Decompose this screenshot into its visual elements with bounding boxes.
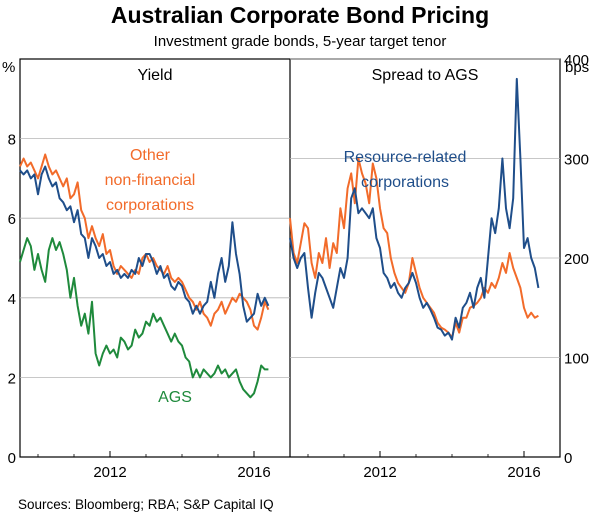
y-tick-label: 2 (8, 370, 16, 387)
series-annotation: corporations (361, 174, 449, 191)
series-line-ags (19, 237, 269, 399)
y-tick-label: 0 (8, 450, 16, 467)
chart-subtitle: Investment grade bonds, 5-year target te… (153, 33, 447, 50)
sources-note: Sources: Bloomberg; RBA; S&P Capital IQ (18, 497, 274, 512)
y-tick-label: 6 (8, 211, 16, 228)
series-annotation: Other (130, 147, 171, 164)
tick-layer: 0 2 4 6 8 2012 2016 0 100 200 300 400 2012 2016 (8, 52, 589, 481)
y-tick-label: 8 (8, 132, 16, 149)
series-line-resource-related-corporations (19, 165, 270, 323)
left-unit-label: % (2, 59, 15, 76)
x-tick-label: 2016 (237, 464, 270, 481)
series-line-other-non-financial-corporations (19, 153, 270, 331)
series-annotation: Resource-related (344, 149, 467, 166)
series-line-resource-related-corporations (289, 77, 540, 341)
y-tick-label: 300 (564, 152, 589, 169)
x-tick-label: 2016 (507, 464, 540, 481)
y-tick-label: 0 (564, 450, 572, 467)
grid-layer (20, 58, 560, 378)
series-annotation: AGS (158, 389, 192, 406)
x-tick-label: 2012 (363, 464, 396, 481)
y-tick-label: 200 (564, 251, 589, 268)
series-annotation: non-financial (105, 172, 196, 189)
series-layer (19, 77, 540, 399)
series-line-other-non-financial-corporations (289, 157, 539, 339)
annotation-layer: Other non-financial corporations AGS Resourc… (105, 147, 467, 406)
y-tick-label: 100 (564, 351, 589, 368)
series-annotation: corporations (106, 197, 194, 214)
right-panel-title: Spread to AGS (372, 67, 479, 84)
y-tick-label: 400 (564, 52, 589, 69)
x-tick-label: 2012 (93, 464, 126, 481)
chart-title: Australian Corporate Bond Pricing (110, 2, 490, 28)
right-unit-label: bps (565, 59, 589, 76)
left-panel-title: Yield (138, 67, 173, 84)
y-tick-label: 4 (8, 291, 16, 308)
